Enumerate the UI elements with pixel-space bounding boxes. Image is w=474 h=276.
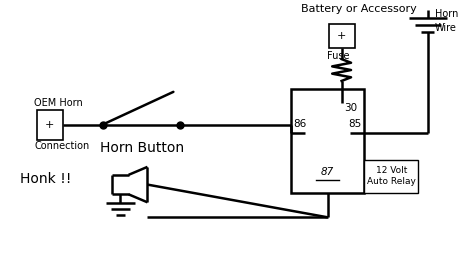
Text: OEM Horn: OEM Horn <box>35 98 83 108</box>
Text: 86: 86 <box>293 120 307 129</box>
Text: 87: 87 <box>321 167 334 177</box>
Text: Horn Button: Horn Button <box>100 141 183 155</box>
Text: Connection: Connection <box>35 141 90 151</box>
Text: Auto Relay: Auto Relay <box>367 177 416 186</box>
Text: Horn: Horn <box>435 9 458 19</box>
Bar <box>364 160 419 193</box>
Text: Wire: Wire <box>435 23 457 33</box>
Text: +: + <box>45 120 55 129</box>
Bar <box>329 24 355 48</box>
Text: 85: 85 <box>348 120 362 129</box>
Text: Fuse: Fuse <box>327 51 349 61</box>
Bar <box>36 110 63 140</box>
Text: Honk !!: Honk !! <box>20 172 72 186</box>
Text: Battery or Accessory: Battery or Accessory <box>301 4 416 14</box>
Text: 12 Volt: 12 Volt <box>375 166 407 176</box>
Text: +: + <box>337 31 346 41</box>
Bar <box>291 89 364 193</box>
Text: 30: 30 <box>344 103 357 113</box>
